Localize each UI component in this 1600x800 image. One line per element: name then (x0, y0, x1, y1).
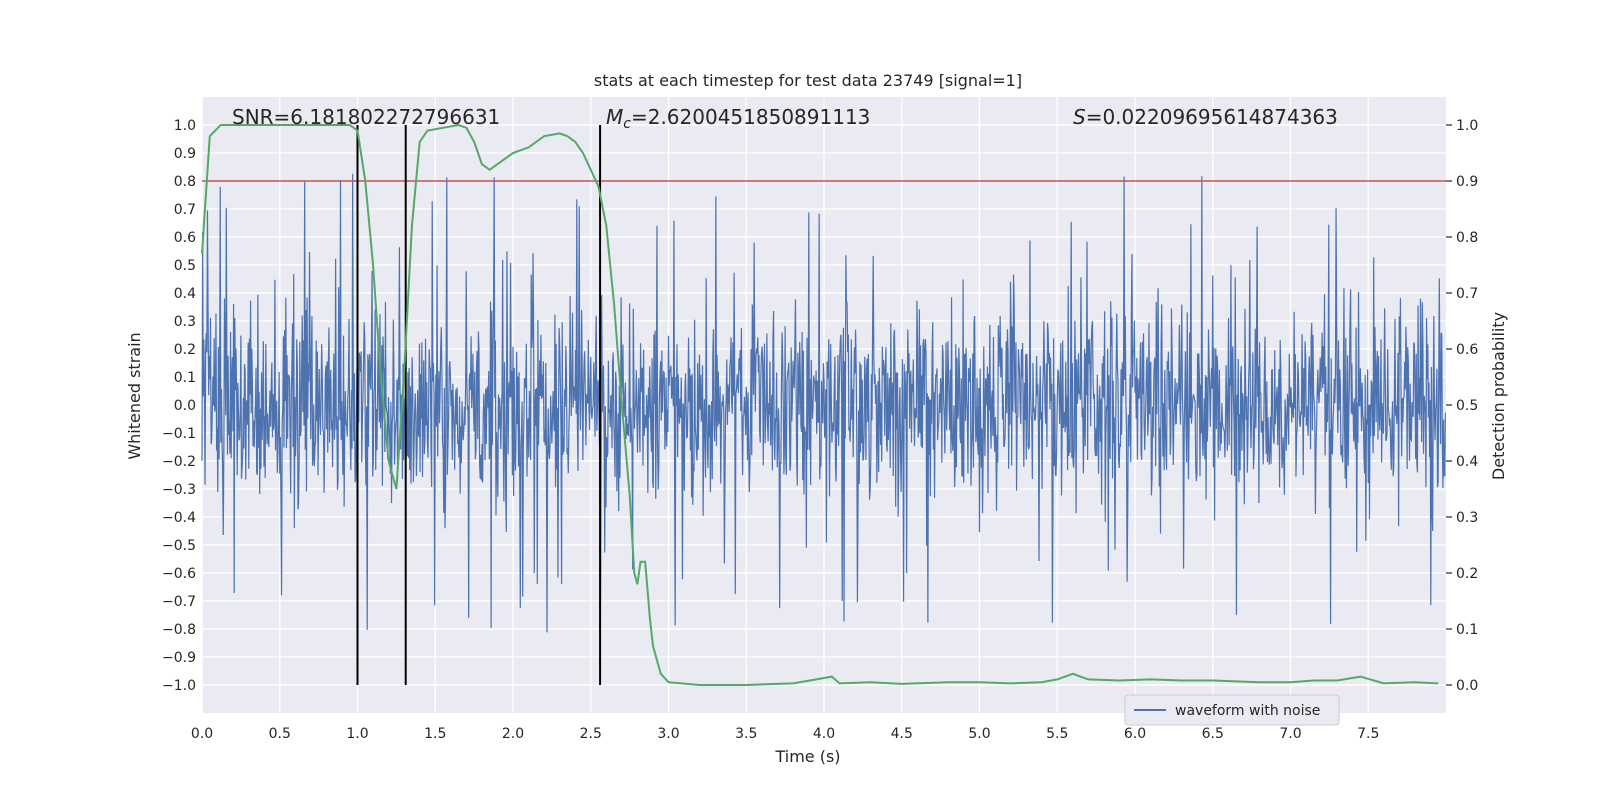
x-tick-label: 2.5 (580, 726, 602, 742)
y-left-tick-label: −0.7 (162, 594, 196, 610)
x-tick-label: 4.5 (891, 726, 913, 742)
legend-box (1124, 694, 1340, 726)
y-right-tick-label: 0.8 (1456, 230, 1478, 246)
x-tick-label: 6.5 (1202, 726, 1224, 742)
x-tick-label: 7.5 (1357, 726, 1379, 742)
x-tick-label: 2.0 (502, 726, 524, 742)
x-tick-label: 5.0 (968, 726, 990, 742)
y-left-tick-label: 0.9 (174, 146, 196, 162)
vertical-markers (356, 125, 602, 685)
x-tick-label: 3.0 (657, 726, 679, 742)
y-left-tick-label: −1.0 (162, 678, 196, 694)
y-left-tick-label: −0.6 (162, 566, 196, 582)
y-right-axis-label: Detection probability (1489, 312, 1508, 480)
y-left-axis-ticks: 1.0 0.9 0.8 0.7 0.6 0.5 0.4 0.3 0.2 0.1 0.0 −0.1 −0.… (162, 118, 196, 694)
legend: waveform with noise (1124, 694, 1340, 726)
y-right-tick-label: 0.5 (1456, 398, 1478, 414)
y-right-tick-label: 1.0 (1456, 118, 1478, 134)
y-left-tick-label: 1.0 (174, 118, 196, 134)
y-left-tick-label: −0.2 (162, 454, 196, 470)
x-tick-label: 7.0 (1279, 726, 1301, 742)
x-tick-label: 3.5 (735, 726, 757, 742)
snr-annotation: SNR=6.181802272796631 (232, 105, 500, 129)
x-tick-label: 4.0 (813, 726, 835, 742)
y-right-tick-label: 0.4 (1456, 454, 1478, 470)
y-left-tick-label: 0.3 (174, 314, 196, 330)
x-tick-label: 6.0 (1124, 726, 1146, 742)
chart-title: stats at each timestep for test data 237… (594, 71, 1022, 90)
y-left-tick-label: 0.8 (174, 174, 196, 190)
y-left-tick-label: −0.8 (162, 622, 196, 638)
y-right-tick-label: 0.0 (1456, 678, 1478, 694)
y-right-axis-ticks: 1.0 0.9 0.8 0.7 0.6 0.5 0.4 0.3 0.2 0.1 0.0 (1446, 118, 1478, 694)
y-left-axis-label: Whitened strain (125, 332, 144, 459)
s-annotation: S=0.02209695614874363 (1073, 105, 1338, 129)
y-left-tick-label: −0.4 (162, 510, 196, 526)
y-right-tick-label: 0.7 (1456, 286, 1478, 302)
y-left-tick-label: 0.6 (174, 230, 196, 246)
detection-probability-line (201, 123, 1439, 686)
y-left-tick-label: −0.3 (162, 482, 196, 498)
y-right-tick-label: 0.3 (1456, 510, 1478, 526)
s-value: =0.02209695614874363 (1086, 105, 1338, 129)
y-left-tick-label: 0.0 (174, 398, 196, 414)
y-left-tick-label: −0.9 (162, 650, 196, 666)
y-left-tick-label: 0.5 (174, 258, 196, 274)
y-left-tick-label: −0.1 (162, 426, 196, 442)
y-left-tick-label: 0.4 (174, 286, 196, 302)
x-tick-label: 1.0 (346, 726, 368, 742)
x-tick-label: 0.0 (191, 726, 213, 742)
x-axis-ticks: 0.0 0.5 1.0 1.5 2.0 2.5 3.0 3.5 4.0 4.5 5.0 5.5 6.0 6… (191, 726, 1380, 742)
chirp-mass-subscript: c (623, 116, 631, 132)
s-symbol: S (1073, 105, 1086, 129)
x-tick-label: 0.5 (269, 726, 291, 742)
y-right-tick-label: 0.6 (1456, 342, 1478, 358)
chirp-mass-symbol: M (606, 105, 623, 129)
y-left-tick-label: 0.7 (174, 202, 196, 218)
legend-label-waveform: waveform with noise (1175, 703, 1320, 719)
x-tick-label: 5.5 (1046, 726, 1068, 742)
chirp-mass-annotation: Mc=2.6200451850891113 (606, 105, 870, 132)
y-right-tick-label: 0.1 (1456, 622, 1478, 638)
y-left-tick-label: 0.2 (174, 342, 196, 358)
x-axis-label: Time (s) (774, 747, 840, 766)
x-tick-label: 1.5 (424, 726, 446, 742)
y-right-tick-label: 0.9 (1456, 174, 1478, 190)
y-left-tick-label: −0.5 (162, 538, 196, 554)
waveform-with-noise-line (201, 173, 1446, 633)
y-left-tick-label: 0.1 (174, 370, 196, 386)
chirp-mass-value: =2.6200451850891113 (631, 105, 870, 129)
y-right-tick-label: 0.2 (1456, 566, 1478, 582)
waveform-series (201, 173, 1446, 633)
